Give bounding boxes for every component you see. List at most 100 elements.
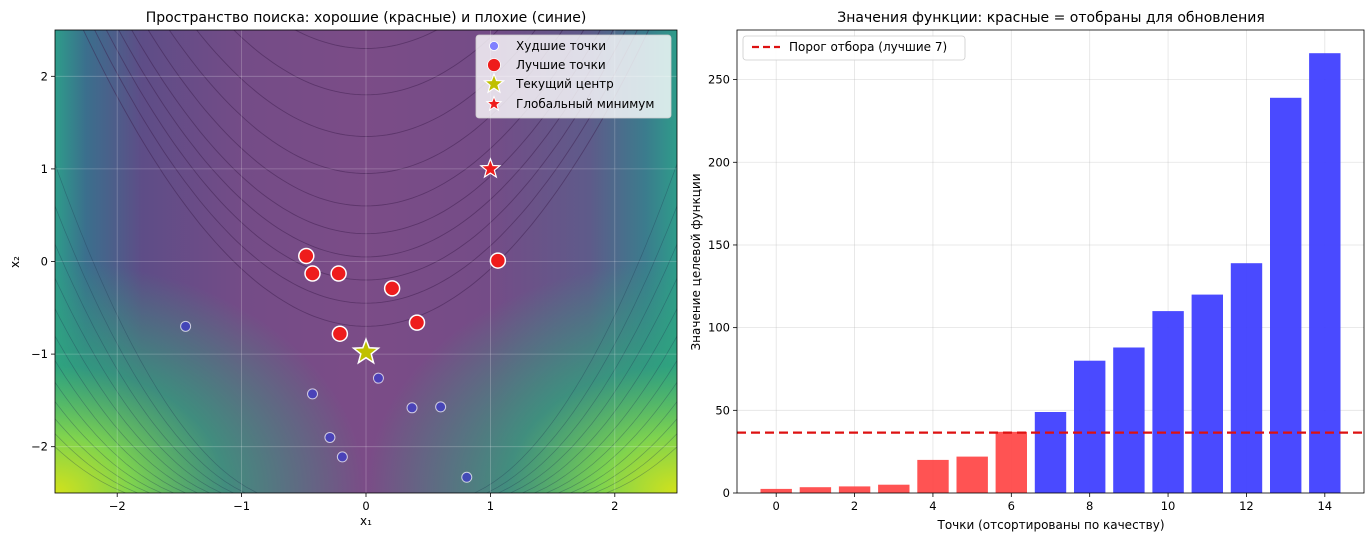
best-point bbox=[383, 280, 401, 297]
contour-line bbox=[233, 30, 499, 96]
bar-legend: Порог отбора (лучшие 7) bbox=[742, 35, 966, 61]
scatter-gridlines bbox=[55, 30, 677, 493]
bar-x-label: Точки (отсортированы по качеству) bbox=[936, 518, 1164, 532]
contour-line bbox=[196, 30, 536, 137]
legend-worse-label: Худшие точки bbox=[516, 39, 606, 53]
bar-y-tick-label: 250 bbox=[708, 73, 730, 87]
bar-unselected bbox=[1191, 294, 1223, 493]
bar-selected bbox=[917, 459, 949, 493]
legend-center-star-shape bbox=[482, 72, 506, 94]
bar-x-tick-label: 8 bbox=[1086, 499, 1093, 513]
scatter-y-tick-label: 0 bbox=[41, 255, 48, 269]
bar-x-tick-label: 2 bbox=[851, 499, 858, 513]
contour-line bbox=[94, 30, 638, 304]
scatter-x-ticks: −2 −1 0 1 2 bbox=[109, 493, 618, 513]
best-point bbox=[489, 252, 507, 269]
contour-line-outer bbox=[55, 205, 246, 493]
bar-title: Значения функции: красные = отобраны для… bbox=[837, 10, 1265, 26]
worse-point bbox=[180, 320, 192, 332]
scatter-x-tick-label: 1 bbox=[487, 499, 494, 513]
current-center-star bbox=[351, 337, 381, 365]
bar-y-tick-label: 100 bbox=[708, 321, 730, 335]
scatter-x-label: x₁ bbox=[360, 514, 372, 528]
contour-line bbox=[105, 30, 627, 281]
bar-unselected bbox=[1074, 360, 1106, 493]
worse-point bbox=[435, 401, 447, 413]
scatter-x-tick-label: 0 bbox=[362, 499, 369, 513]
scatter-panel: Пространство поиска: хорошие (красные) и… bbox=[8, 10, 678, 528]
contour-line-outer bbox=[55, 243, 234, 493]
contour-line-outer bbox=[570, 401, 677, 493]
bar-y-label: Значение целевой функции bbox=[689, 173, 703, 350]
scatter-y-tick-label: −1 bbox=[31, 347, 48, 361]
bar-y-tick-label: 150 bbox=[708, 238, 730, 252]
scatter-title: Пространство поиска: хорошие (красные) и… bbox=[146, 10, 587, 26]
scatter-y-tick-label: −2 bbox=[31, 440, 48, 454]
bar-x-tick-label: 14 bbox=[1317, 499, 1332, 513]
legend-center-star-icon bbox=[482, 72, 506, 94]
worse-point bbox=[372, 372, 384, 384]
best-point bbox=[330, 265, 347, 282]
legend-best-marker bbox=[487, 58, 501, 72]
contour-line bbox=[82, 30, 650, 327]
bar-x-tick-label: 6 bbox=[1008, 499, 1015, 513]
bar-y-ticks: 0 50 100 150 200 250 bbox=[708, 73, 737, 500]
bar-selected bbox=[760, 488, 792, 493]
contour-line-outer bbox=[55, 335, 198, 493]
bar-x-tick-label: 10 bbox=[1161, 499, 1176, 513]
bar-x-tick-label: 12 bbox=[1239, 499, 1254, 513]
bar-selected bbox=[799, 487, 832, 493]
legend-minimum-star-shape bbox=[485, 95, 503, 112]
scatter-y-tick-label: 2 bbox=[41, 69, 48, 83]
bar-selected bbox=[995, 431, 1027, 493]
bar-unselected bbox=[1034, 412, 1067, 493]
scatter-legend-box bbox=[475, 34, 672, 119]
contour-line-outer bbox=[55, 359, 186, 493]
legend-minimum-star-icon bbox=[485, 95, 503, 112]
contour-line-outer bbox=[498, 243, 677, 493]
worse-point bbox=[461, 471, 473, 483]
bar-selected bbox=[956, 456, 988, 493]
best-point bbox=[298, 247, 315, 265]
bar-unselected bbox=[1309, 53, 1341, 493]
bar-series bbox=[760, 53, 1341, 494]
contour-line-outer bbox=[558, 381, 677, 493]
worse-point bbox=[324, 431, 336, 443]
best-point bbox=[304, 265, 321, 282]
worse-point bbox=[336, 451, 348, 463]
contour-line-outer bbox=[55, 308, 210, 493]
best-point bbox=[331, 325, 349, 342]
bar-x-tick-label: 0 bbox=[773, 499, 780, 513]
contour-line bbox=[294, 30, 438, 49]
bar-x-ticks: 0 2 4 6 8 10 12 14 bbox=[773, 493, 1332, 513]
contour-line-outer bbox=[55, 401, 162, 493]
contour-line-outer bbox=[522, 308, 677, 493]
bar-unselected bbox=[1230, 263, 1263, 493]
contour-line-outer bbox=[55, 277, 222, 493]
bar-y-tick-label: 0 bbox=[723, 486, 730, 500]
contour-line bbox=[168, 30, 564, 174]
bar-unselected bbox=[1270, 97, 1302, 494]
bar-unselected bbox=[1152, 311, 1184, 493]
bar-unselected bbox=[1113, 347, 1145, 493]
worse-point bbox=[406, 402, 418, 414]
bar-y-tick-label: 50 bbox=[715, 403, 730, 417]
contour-line-outer bbox=[510, 277, 677, 493]
contour-line-outer bbox=[55, 381, 174, 493]
legend-best-label: Лучшие точки bbox=[516, 58, 606, 72]
best-point bbox=[408, 314, 426, 331]
bar-legend-box bbox=[742, 35, 966, 61]
bar-selected bbox=[878, 484, 910, 493]
scatter-x-tick-label: 2 bbox=[611, 499, 618, 513]
contour-line-outer bbox=[534, 335, 677, 493]
contour-line-outer bbox=[486, 205, 677, 493]
legend-worse-marker bbox=[489, 41, 499, 51]
bar-x-tick-label: 4 bbox=[929, 499, 936, 513]
bar-panel: Значения функции: красные = отобраны для… bbox=[689, 10, 1365, 532]
legend-minimum-label: Глобальный минимум bbox=[516, 97, 654, 111]
bar-axes-frame bbox=[736, 29, 1365, 494]
bar-selected bbox=[838, 486, 871, 493]
contour-line-outer bbox=[474, 162, 677, 493]
global-minimum-star bbox=[479, 157, 502, 179]
